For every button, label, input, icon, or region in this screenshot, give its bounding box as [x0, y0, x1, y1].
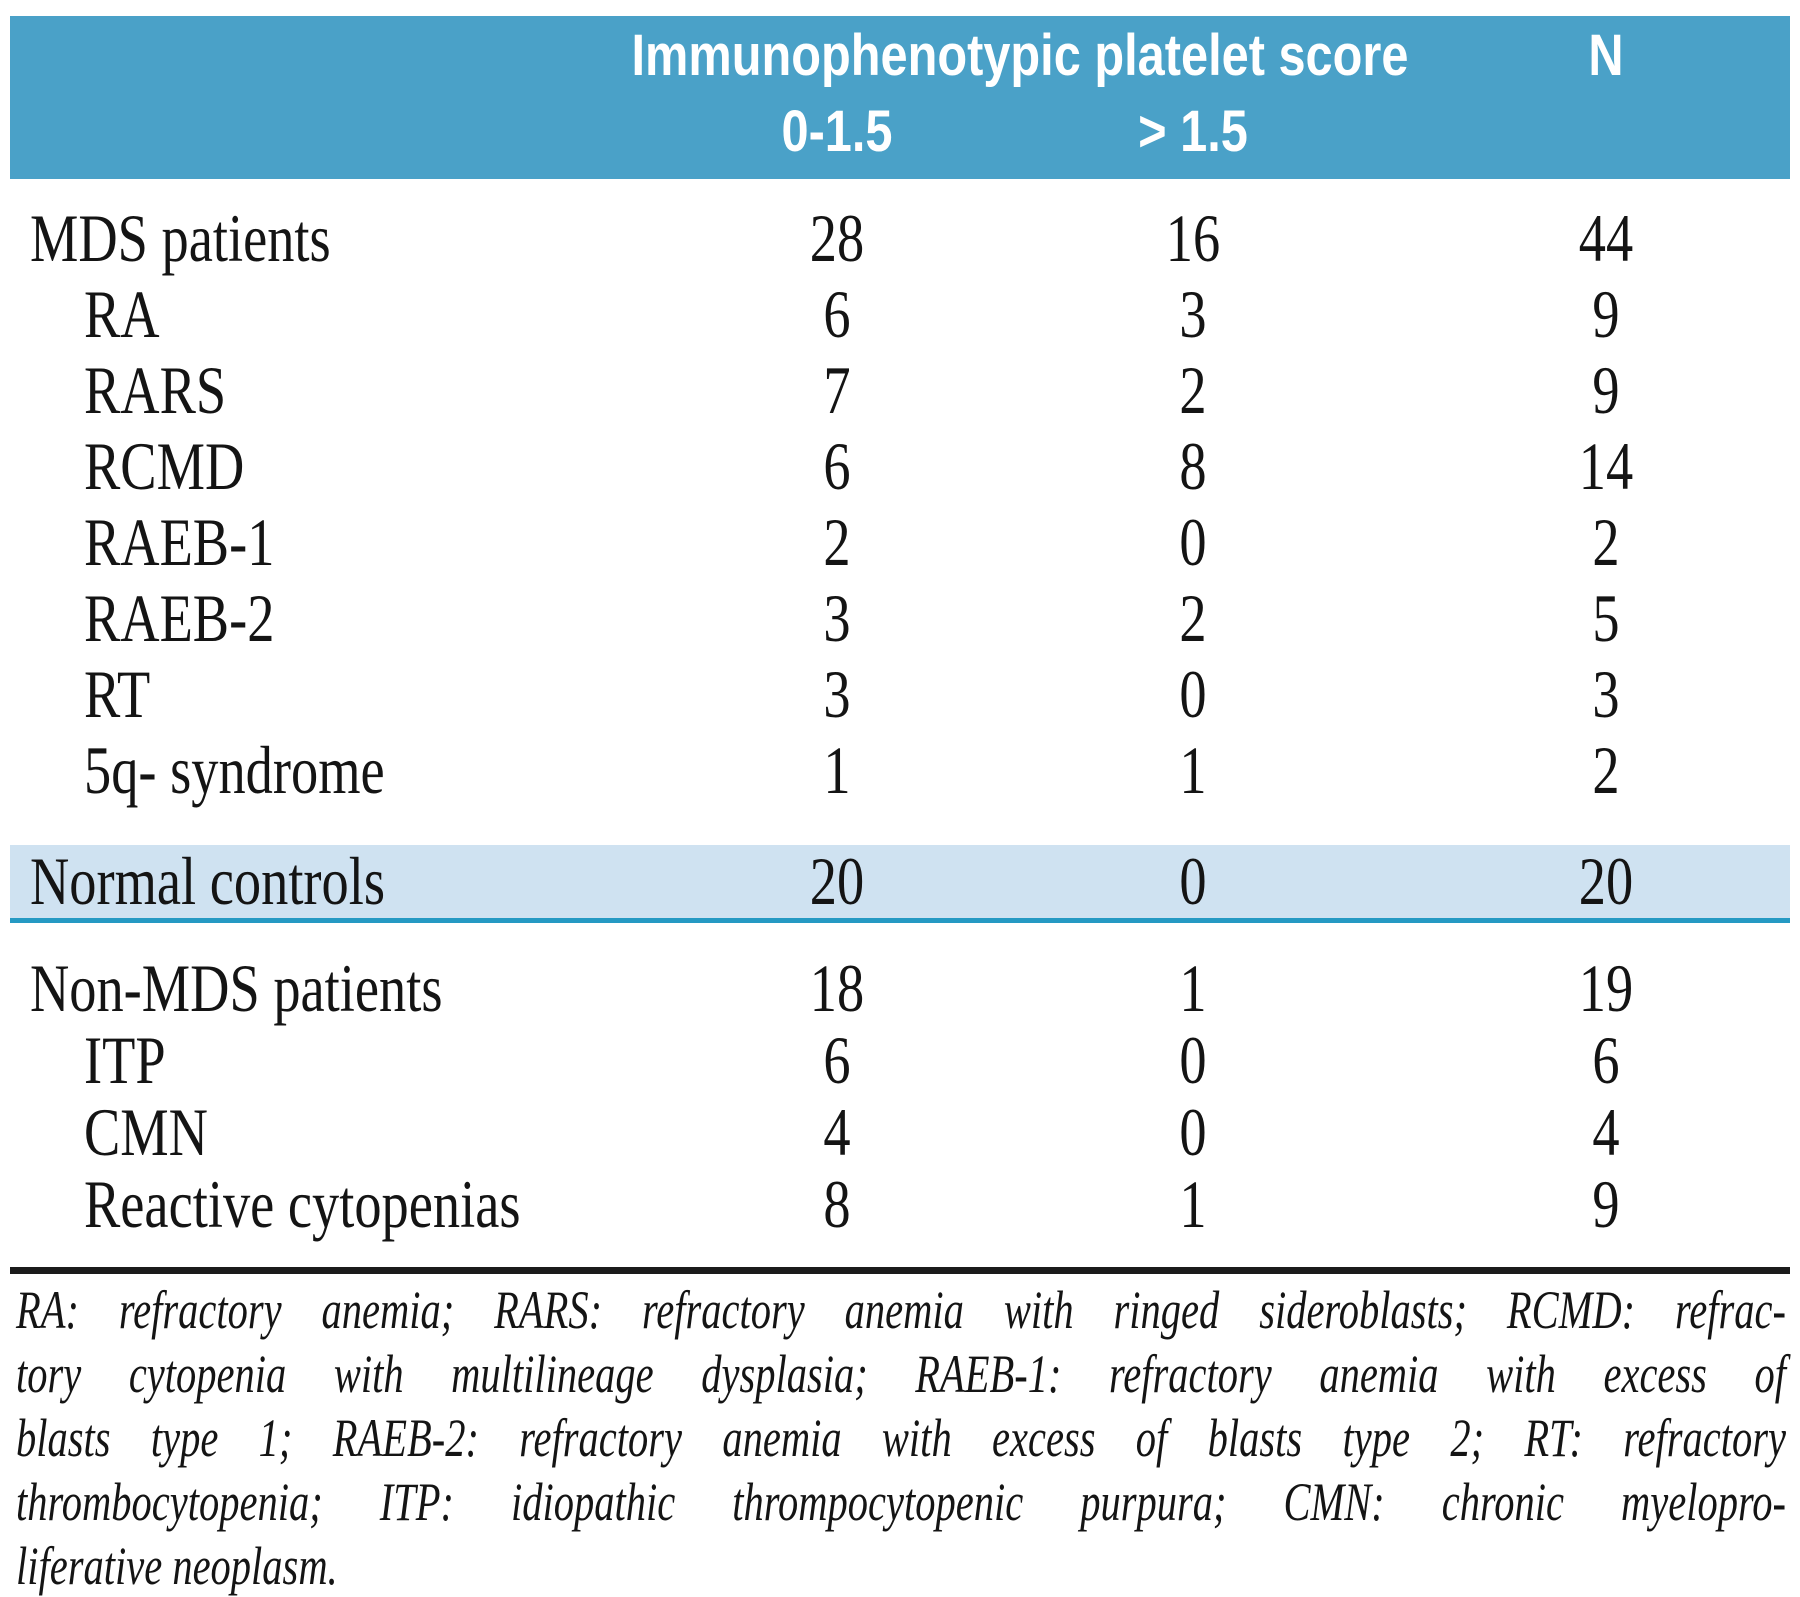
cell-n: 14 — [1578, 427, 1634, 504]
footnote-line: thrombocytopenia; ITP: idiopathic thromp… — [16, 1472, 1786, 1532]
row-label: CMN — [84, 1093, 208, 1170]
row-label: MDS patients — [30, 199, 331, 276]
cell-n: 2 — [1592, 731, 1620, 808]
cell-score-low: 20 — [809, 843, 865, 919]
cell-n: 9 — [1592, 1165, 1620, 1242]
table-row-itp: ITP 6 0 6 — [0, 1021, 1800, 1098]
table-row-ra: RA 6 3 9 — [0, 276, 1800, 352]
cell-score-low: 8 — [823, 1165, 851, 1242]
table-row-non-mds-patients: Non-MDS patients 18 1 19 — [0, 949, 1800, 1026]
table-row-raeb-1: RAEB-1 2 0 2 — [0, 504, 1800, 580]
cell-n: 44 — [1578, 199, 1634, 276]
row-label: RCMD — [84, 427, 245, 504]
row-label: 5q- syndrome — [84, 731, 385, 808]
table-row-rars: RARS 7 2 9 — [0, 352, 1800, 428]
cell-score-low: 6 — [823, 427, 851, 504]
cell-n: 3 — [1592, 655, 1620, 732]
footnote-line: tory cytopenia with multilineage dysplas… — [16, 1344, 1786, 1404]
cell-n: 4 — [1592, 1093, 1620, 1170]
cell-score-low: 18 — [809, 949, 865, 1026]
cell-score-low: 2 — [823, 503, 851, 580]
header-col-score-high: > 1.5 — [1138, 98, 1248, 164]
footnote-line: RA: refractory anemia; RARS: refractory … — [16, 1280, 1786, 1340]
row-label: RAEB-1 — [84, 503, 275, 580]
footnote-line: liferative neoplasm. — [16, 1536, 338, 1596]
table-row-reactive-cytopenias: Reactive cytopenias 8 1 9 — [0, 1165, 1800, 1242]
table-row-rcmd: RCMD 6 8 14 — [0, 428, 1800, 504]
header-col-score-low: 0-1.5 — [781, 98, 893, 164]
cell-score-low: 6 — [823, 1021, 851, 1098]
cell-score-low: 6 — [823, 275, 851, 352]
cell-score-high: 1 — [1179, 731, 1207, 808]
cell-n: 9 — [1592, 351, 1620, 428]
table-row-rt: RT 3 0 3 — [0, 656, 1800, 732]
cell-score-high: 0 — [1179, 1021, 1207, 1098]
footnote: RA: refractory anemia; RARS: refractory … — [16, 1278, 1800, 1597]
row-label: ITP — [84, 1021, 166, 1098]
row-label: RAEB-2 — [84, 579, 275, 656]
mds-section: MDS patients 28 16 44 RA 6 3 9 RARS 7 2 … — [0, 200, 1800, 808]
non-mds-section: Non-MDS patients 18 1 19 ITP 6 0 6 CMN 4… — [0, 949, 1800, 1242]
footnote-separator-rule — [10, 1267, 1790, 1274]
cell-score-low: 3 — [823, 655, 851, 732]
table-row-normal-controls: Normal controls 20 0 20 — [10, 843, 1790, 923]
cell-n: 6 — [1592, 1021, 1620, 1098]
row-label: Reactive cytopenias — [84, 1165, 521, 1242]
cell-n: 9 — [1592, 275, 1620, 352]
table-row-mds-patients: MDS patients 28 16 44 — [0, 200, 1800, 276]
cell-score-high: 3 — [1179, 275, 1207, 352]
cell-score-low: 4 — [823, 1093, 851, 1170]
cell-score-low: 3 — [823, 579, 851, 656]
cell-n: 20 — [1578, 843, 1634, 919]
cell-score-high: 1 — [1179, 1165, 1207, 1242]
row-label: Normal controls — [30, 843, 386, 919]
cell-score-low: 1 — [823, 731, 851, 808]
row-label: RARS — [84, 351, 227, 428]
cell-score-high: 16 — [1165, 199, 1221, 276]
row-label: RA — [84, 275, 160, 352]
cell-score-low: 7 — [823, 351, 851, 428]
table-row-cmn: CMN 4 0 4 — [0, 1093, 1800, 1170]
header-group-label: Immunophenotypic platelet score — [631, 22, 1409, 88]
footnote-line: blasts type 1; RAEB-2: refractory anemia… — [16, 1408, 1786, 1468]
cell-score-high: 8 — [1179, 427, 1207, 504]
cell-n: 19 — [1578, 949, 1634, 1026]
cell-score-high: 0 — [1179, 503, 1207, 580]
table-row-5q-syndrome: 5q- syndrome 1 1 2 — [0, 732, 1800, 808]
cell-score-high: 0 — [1179, 655, 1207, 732]
row-label: RT — [84, 655, 151, 732]
table-row-raeb-2: RAEB-2 3 2 5 — [0, 580, 1800, 656]
cell-score-low: 28 — [809, 199, 865, 276]
cell-n: 5 — [1592, 579, 1620, 656]
table-header: Immunophenotypic platelet score N 0-1.5 … — [10, 16, 1790, 179]
cell-score-high: 0 — [1179, 1093, 1207, 1170]
cell-score-high: 1 — [1179, 949, 1207, 1026]
cell-n: 2 — [1592, 503, 1620, 580]
cell-score-high: 2 — [1179, 351, 1207, 428]
cell-score-high: 2 — [1179, 579, 1207, 656]
cell-score-high: 0 — [1179, 843, 1207, 919]
row-label: Non-MDS patients — [30, 949, 443, 1026]
header-col-n: N — [1588, 22, 1624, 88]
